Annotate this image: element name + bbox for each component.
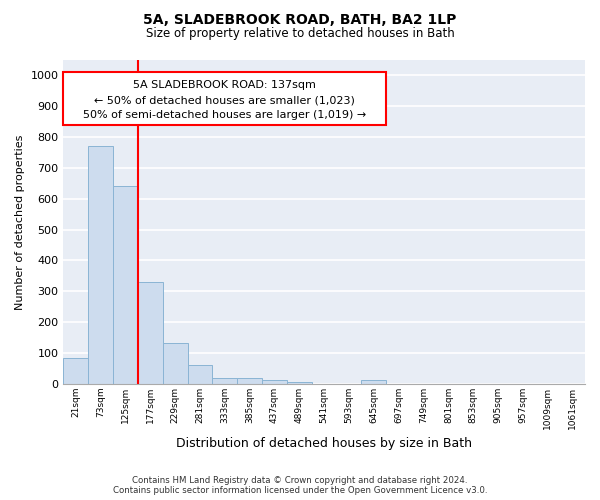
Bar <box>188 366 212 384</box>
Text: Size of property relative to detached houses in Bath: Size of property relative to detached ho… <box>146 28 454 40</box>
Bar <box>113 186 138 384</box>
Y-axis label: Number of detached properties: Number of detached properties <box>15 134 25 310</box>
Text: 5A, SLADEBROOK ROAD, BATH, BA2 1LP: 5A, SLADEBROOK ROAD, BATH, BA2 1LP <box>143 12 457 26</box>
Text: ← 50% of detached houses are smaller (1,023): ← 50% of detached houses are smaller (1,… <box>94 95 355 105</box>
Bar <box>262 380 287 384</box>
Bar <box>64 358 88 384</box>
Bar <box>212 378 237 384</box>
Text: 5A SLADEBROOK ROAD: 137sqm: 5A SLADEBROOK ROAD: 137sqm <box>133 80 316 90</box>
Text: Contains HM Land Registry data © Crown copyright and database right 2024.
Contai: Contains HM Land Registry data © Crown c… <box>113 476 487 495</box>
Bar <box>163 343 188 384</box>
Bar <box>287 382 312 384</box>
Bar <box>237 378 262 384</box>
Bar <box>361 380 386 384</box>
Bar <box>88 146 113 384</box>
Bar <box>138 282 163 384</box>
X-axis label: Distribution of detached houses by size in Bath: Distribution of detached houses by size … <box>176 437 472 450</box>
Text: 50% of semi-detached houses are larger (1,019) →: 50% of semi-detached houses are larger (… <box>83 110 367 120</box>
Bar <box>64 72 386 125</box>
